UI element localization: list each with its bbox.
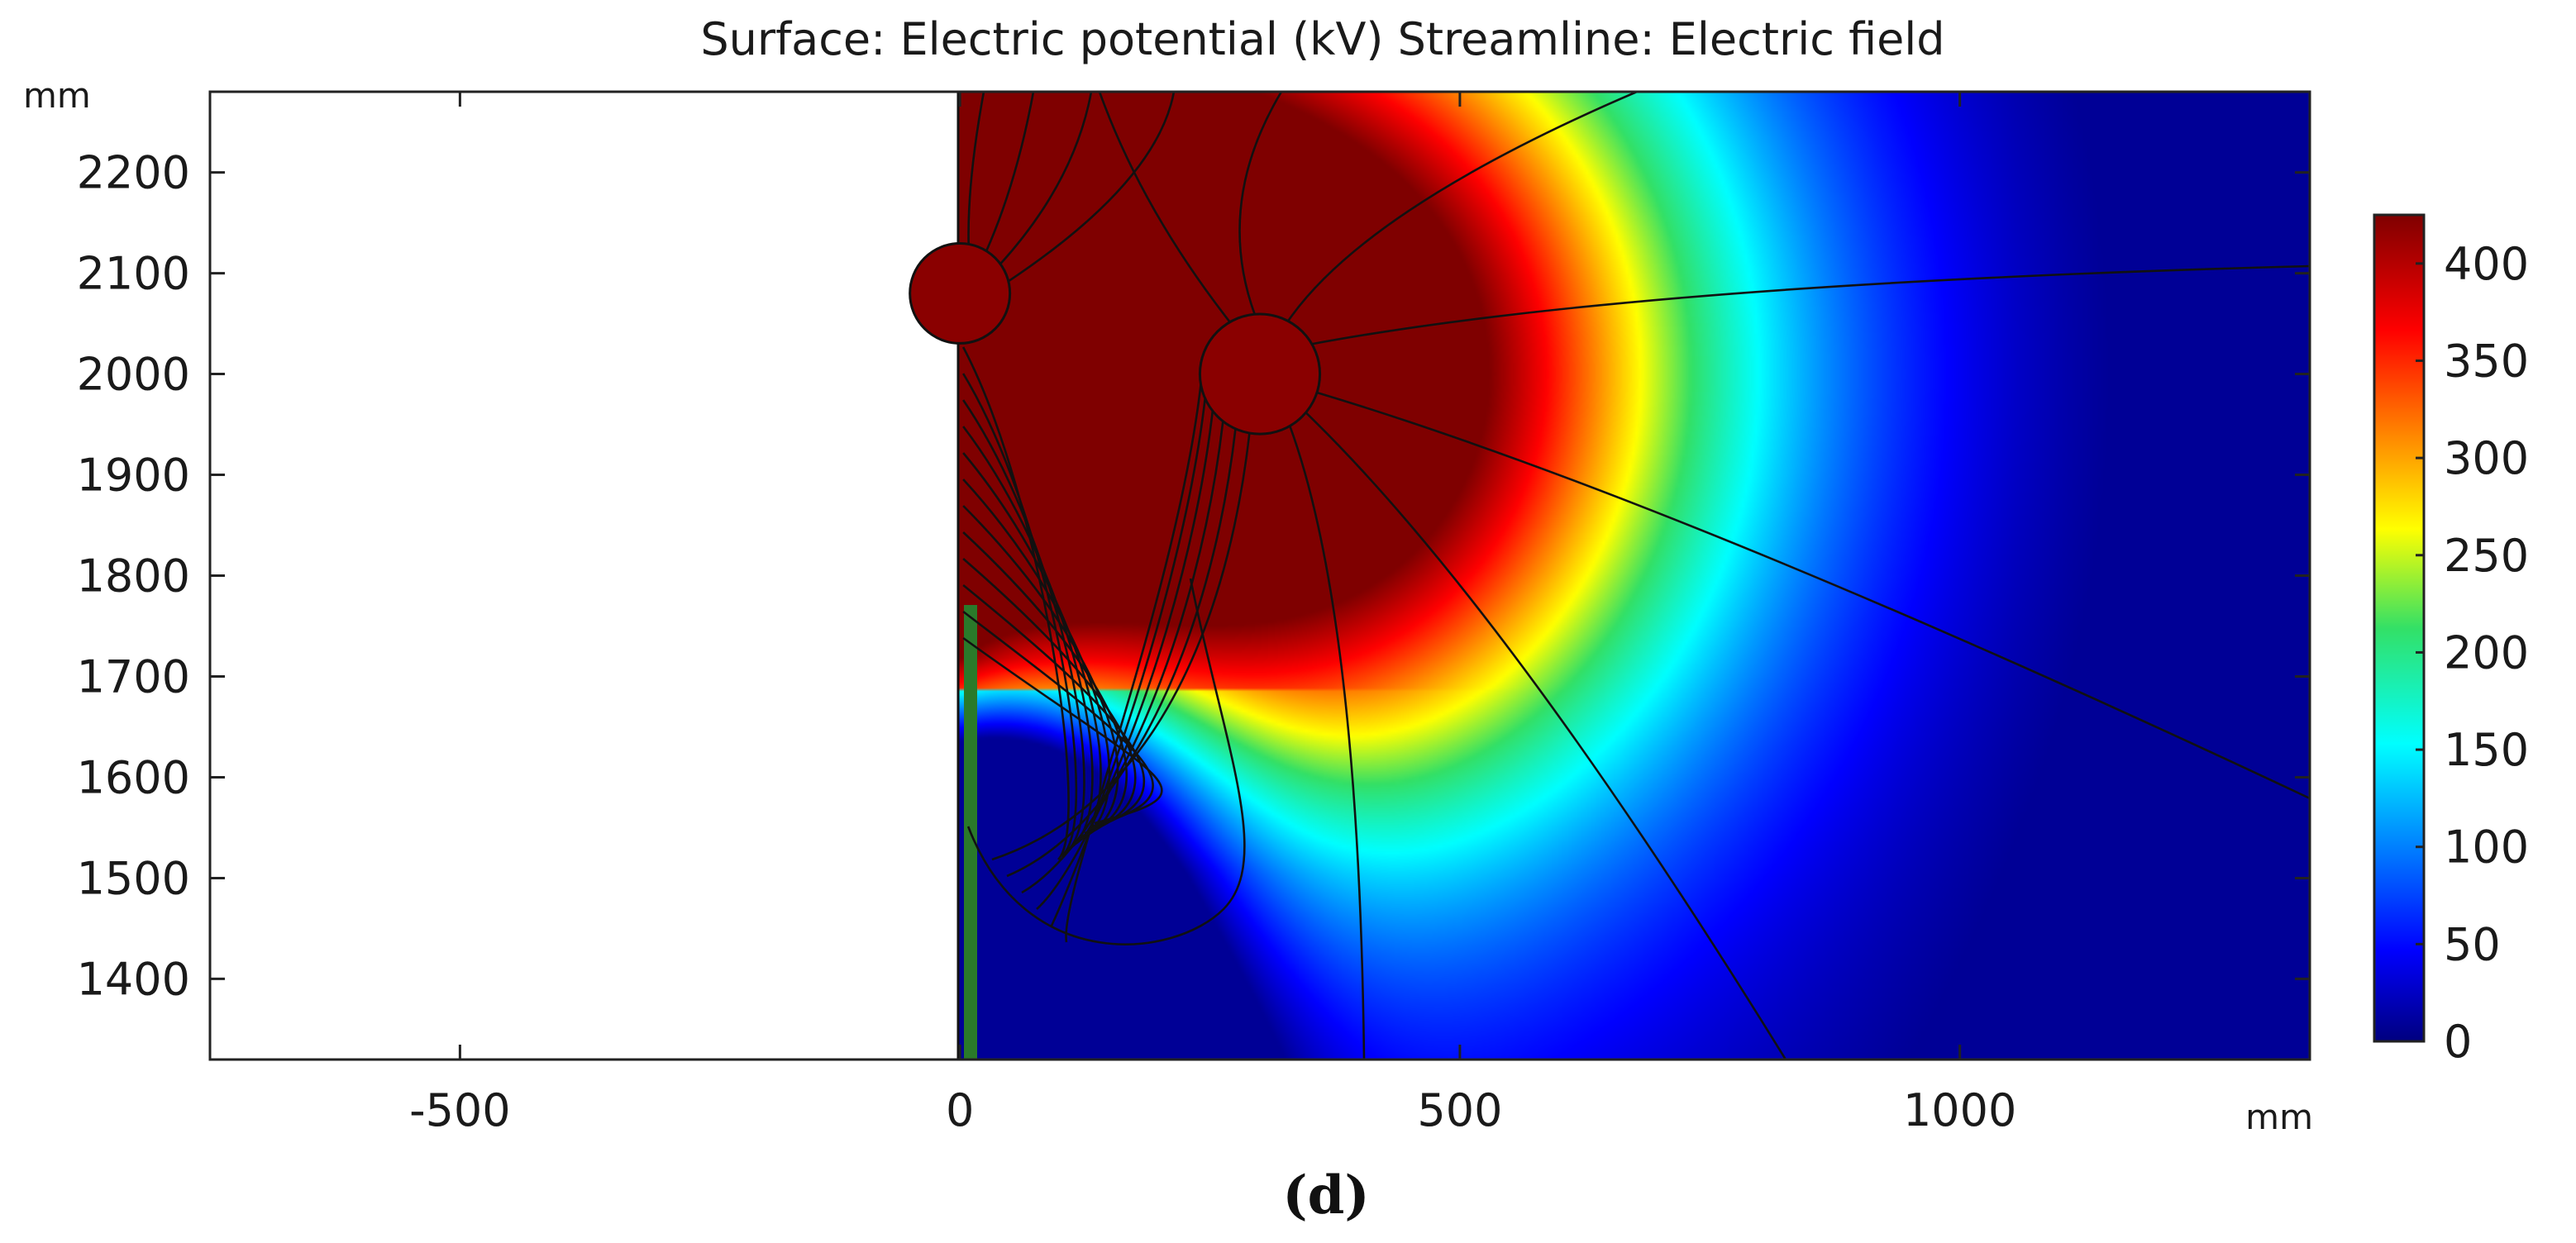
streamline <box>1316 391 2310 800</box>
streamline <box>1050 398 1206 926</box>
streamline <box>962 452 1102 848</box>
colorbar-ticks: 0 50 100 150 200 250 300 350 400 <box>2416 238 2529 1068</box>
streamline <box>966 578 1246 945</box>
y-tick-label: 2200 <box>77 147 190 199</box>
streamline <box>967 92 985 245</box>
streamline <box>962 426 1094 851</box>
streamline <box>1098 92 1231 323</box>
y-tick-label: 1900 <box>77 450 190 502</box>
colorbar-tick-label: 0 <box>2444 1016 2472 1068</box>
x-tick-label: 1000 <box>1903 1084 2016 1136</box>
x-axis: -500 0 500 1000 <box>409 92 2016 1136</box>
colorbar-tick-label: 100 <box>2444 822 2529 874</box>
streamline <box>991 432 1251 861</box>
x-tick-label: 500 <box>1417 1084 1502 1136</box>
streamline <box>985 92 1035 252</box>
y-axis: 1400 1500 1600 1700 1800 1900 2000 2100 2200 <box>77 147 2310 1005</box>
streamlines <box>961 92 2310 1060</box>
streamline <box>1036 411 1214 910</box>
colorbar <box>2373 213 2426 1043</box>
x-unit-label: mm <box>2245 1097 2313 1137</box>
y-tick-label: 1800 <box>77 550 190 602</box>
streamline <box>999 92 1093 265</box>
streamline <box>962 399 1085 855</box>
streamline <box>962 373 1078 858</box>
y-unit-label: mm <box>23 75 91 116</box>
streamline <box>1289 425 1366 1060</box>
colorbar-tick-label: 150 <box>2444 724 2529 776</box>
y-tick-label: 2100 <box>77 248 190 300</box>
streamline <box>961 346 1070 860</box>
conductor-main <box>1198 312 1322 436</box>
y-tick-label: 1400 <box>77 953 190 1005</box>
y-tick-label: 2000 <box>77 349 190 401</box>
conductors <box>909 241 1322 436</box>
y-tick-label: 1600 <box>77 751 190 803</box>
y-tick-label: 1700 <box>77 650 190 702</box>
streamline <box>1238 92 1283 315</box>
colorbar-tick-label: 50 <box>2444 918 2501 970</box>
colorbar-tick-label: 350 <box>2444 335 2529 387</box>
streamline <box>1006 428 1237 878</box>
streamline <box>962 636 1163 825</box>
colorbar-tick-label: 200 <box>2444 626 2529 679</box>
streamline <box>1287 92 1638 322</box>
colorbar-tick-label: 300 <box>2444 432 2529 484</box>
streamline <box>962 505 1119 841</box>
x-tick-label: 0 <box>946 1084 974 1136</box>
colorbar-tick-label: 250 <box>2444 530 2529 582</box>
streamline <box>1008 92 1176 283</box>
colorbar-tick-label: 400 <box>2444 238 2529 290</box>
streamline <box>1065 383 1202 943</box>
streamline <box>1021 421 1224 894</box>
y-tick-label: 1500 <box>77 852 190 904</box>
x-tick-label: -500 <box>409 1084 511 1136</box>
conductor-axis <box>909 241 1012 345</box>
streamline <box>1311 264 2310 345</box>
figure-caption: (d) <box>1282 1164 1369 1226</box>
streamline <box>1305 412 1787 1060</box>
chart-title: Surface: Electric potential (kV) Streaml… <box>700 13 1944 65</box>
potential-surface <box>957 92 2310 1060</box>
